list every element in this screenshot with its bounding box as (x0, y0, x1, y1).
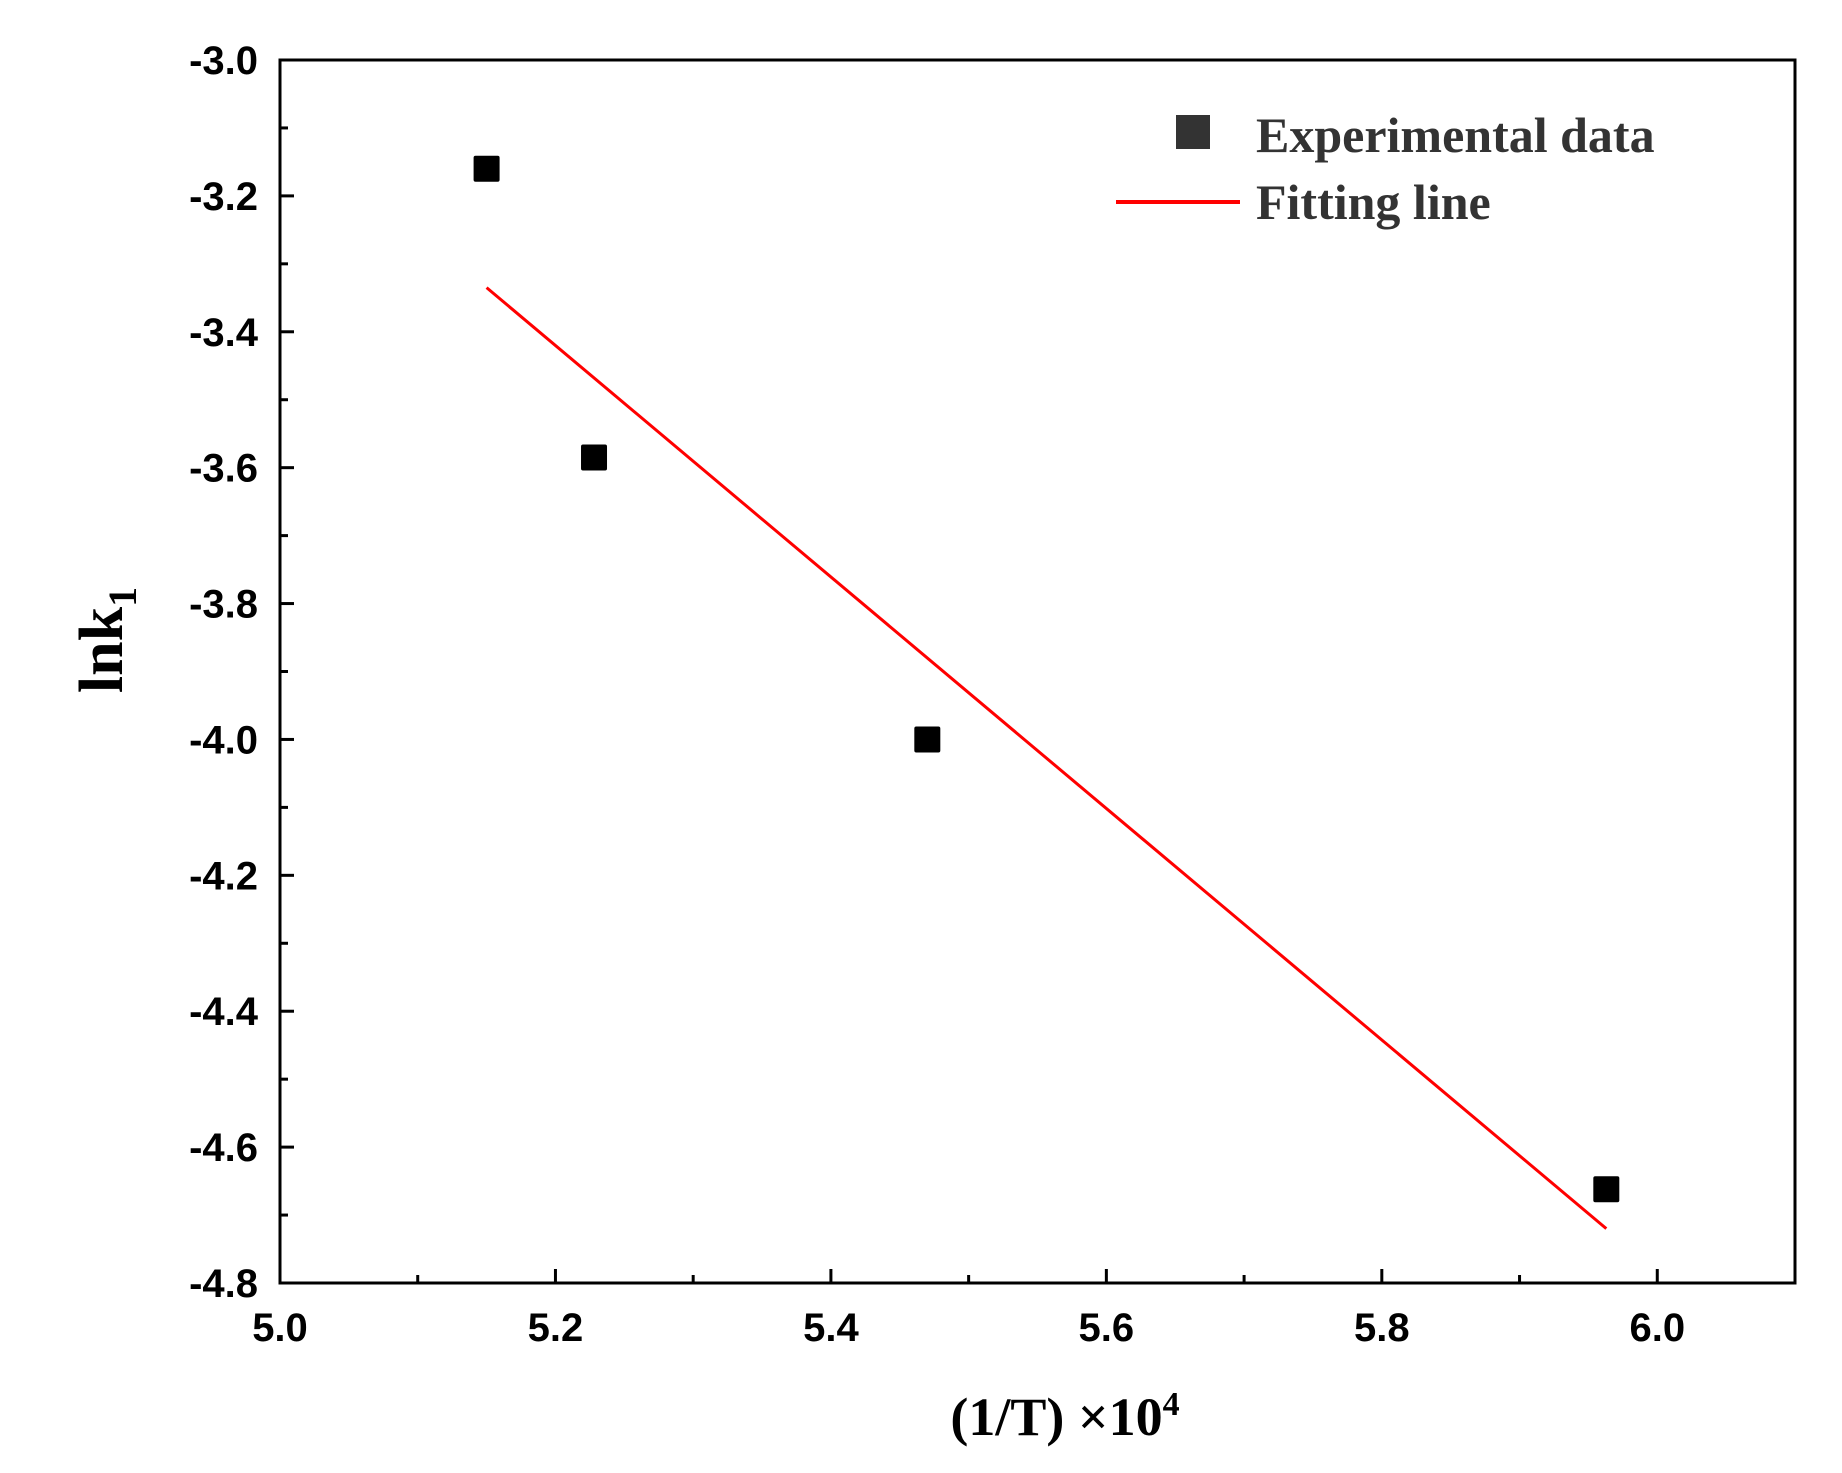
y-tick-label: -4.4 (189, 990, 259, 1034)
x-axis-title-superscript: 4 (1163, 1386, 1180, 1423)
axes: 5.0 5.2 5.4 5.6 5.8 6.0 -3.0 -3.2 -3.4 -3.6 -3.8 -4… (189, 39, 1797, 1350)
legend-marker-experimental (1176, 115, 1210, 149)
y-tick-label: -4.6 (189, 1126, 258, 1170)
x-axis-title: (1/T) ×104 (950, 1386, 1179, 1447)
y-tick-label: -3.4 (189, 311, 259, 355)
legend-label-experimental: Experimental data (1256, 107, 1655, 163)
x-tick-label: 5.4 (803, 1306, 859, 1350)
x-tick-label: 5.0 (252, 1306, 308, 1350)
plot-frame (278, 58, 1797, 1285)
y-tick-label: -3.6 (189, 447, 258, 491)
x-tick-label: 6.0 (1629, 1306, 1685, 1350)
y-tick-label: -4.2 (189, 854, 258, 898)
x-tick-label: 5.8 (1354, 1306, 1410, 1350)
data-point (914, 726, 941, 753)
y-tick-label: -3.0 (189, 39, 258, 83)
data-point (1593, 1176, 1620, 1203)
y-tick-label: -4.0 (189, 718, 258, 762)
y-tick-label: -3.8 (189, 583, 258, 627)
legend: Experimental data Fitting line (1116, 107, 1655, 230)
fitting-line (485, 286, 1608, 1230)
data-point (581, 444, 608, 471)
y-axis-title-subscript: 1 (100, 587, 145, 607)
x-tick-label: 5.6 (1079, 1306, 1135, 1350)
legend-label-fitting: Fitting line (1256, 174, 1491, 230)
y-tick-label: -3.2 (189, 175, 258, 219)
y-tick-label: -4.8 (189, 1262, 258, 1306)
data-point (473, 155, 500, 182)
y-axis-title: lnk1 (68, 587, 145, 693)
x-tick-label: 5.2 (528, 1306, 584, 1350)
plot-area (473, 155, 1620, 1230)
